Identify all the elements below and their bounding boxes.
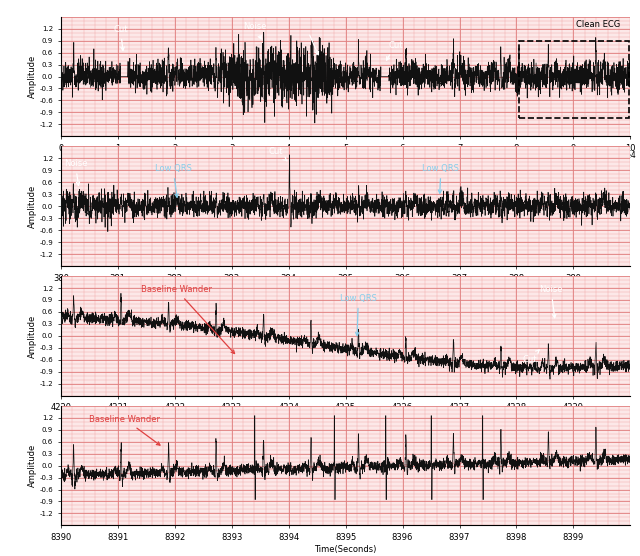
Text: Baseline Wander: Baseline Wander (141, 285, 235, 354)
X-axis label: Time(Seconds): Time(Seconds) (314, 285, 377, 295)
Text: Clean ECG: Clean ECG (576, 21, 621, 29)
Text: Cut: Cut (269, 147, 287, 161)
Text: Low QRS: Low QRS (340, 294, 377, 336)
Text: Baseline Wander: Baseline Wander (90, 415, 160, 445)
Text: Low QRS: Low QRS (422, 164, 460, 193)
Y-axis label: Amplitude: Amplitude (28, 314, 36, 358)
Text: Noise: Noise (243, 22, 267, 39)
Text: Noise: Noise (540, 285, 563, 318)
Y-axis label: Amplitude: Amplitude (28, 55, 36, 98)
Text: Cut: Cut (522, 350, 540, 364)
Y-axis label: Amplitude: Amplitude (28, 185, 36, 228)
Bar (519, 41, 628, 118)
Text: Noise: Noise (63, 160, 87, 185)
X-axis label: Time(Seconds): Time(Seconds) (314, 545, 377, 554)
Text: +1.6600000000e4: +1.6600000000e4 (564, 151, 636, 160)
X-axis label: Time(Seconds): Time(Seconds) (314, 415, 377, 424)
Text: Cut: Cut (113, 25, 128, 51)
Y-axis label: Amplitude: Amplitude (28, 444, 36, 487)
Text: Low QRS: Low QRS (155, 164, 191, 197)
Text: Cut: Cut (387, 41, 403, 60)
